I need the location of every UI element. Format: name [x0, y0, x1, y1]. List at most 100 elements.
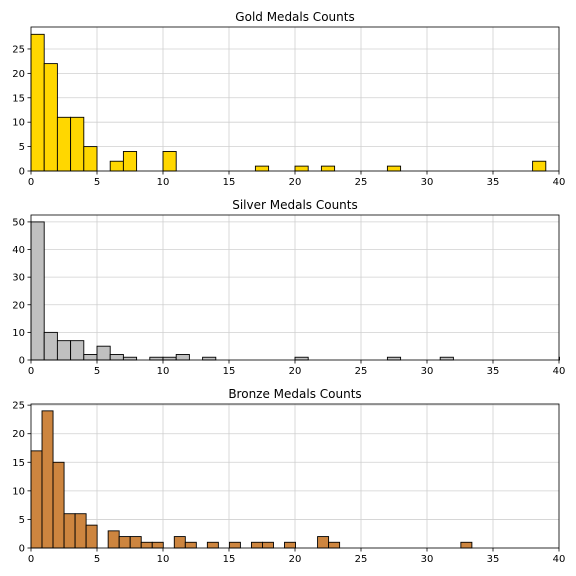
bronze-ytick-label-15: 15 — [12, 458, 25, 469]
bronze-xtick-label-0: 0 — [28, 554, 34, 565]
bronze-bar-8 — [129, 536, 142, 549]
bronze-bar-19 — [328, 541, 341, 549]
silver-xtick-label-5: 5 — [94, 366, 100, 377]
silver-xtick-label-35: 35 — [487, 366, 500, 377]
bronze-ytick-label-20: 20 — [12, 429, 25, 440]
bronze-ticks: 0 5 10 15 20 25 30 35 40 0 5 10 15 20 25 — [12, 401, 565, 565]
bronze-bar-12 — [184, 541, 197, 549]
silver-ytick-label-20: 20 — [12, 300, 25, 311]
silver-gridlines — [30, 215, 560, 361]
silver-ticks: 0 5 10 15 20 25 30 35 40 0 10 20 30 40 50 — [12, 217, 565, 377]
gold-bar-12 — [532, 160, 547, 172]
bronze-ytick-label-5: 5 — [19, 515, 25, 526]
gold-ytick-label-0: 0 — [19, 167, 25, 178]
silver-bar-14 — [439, 356, 454, 361]
bronze-xtick-label-25: 25 — [355, 554, 368, 565]
silver-bar-6 — [109, 354, 124, 361]
silver-ytick-label-10: 10 — [12, 328, 25, 339]
bronze-ytick-label-25: 25 — [12, 401, 25, 412]
silver-bar-8 — [149, 356, 164, 361]
silver-histogram-panel: Silver Medals Counts 0 5 10 15 20 25 30 35 40 0 10… — [12, 198, 565, 377]
silver-bar-7 — [122, 356, 138, 361]
silver-ytick-label-40: 40 — [12, 245, 25, 256]
gold-xtick-label-0: 0 — [28, 177, 34, 188]
bronze-xtick-label-20: 20 — [289, 554, 302, 565]
bronze-chart-title: Bronze Medals Counts — [228, 387, 361, 401]
gold-xtick-label-40: 40 — [553, 177, 566, 188]
gold-xtick-label-5: 5 — [94, 177, 100, 188]
gold-ytick-label-25: 25 — [12, 44, 25, 55]
bronze-bar-13 — [206, 541, 219, 549]
gold-xtick-label-35: 35 — [487, 177, 500, 188]
bronze-xtick-label-10: 10 — [157, 554, 170, 565]
gold-bar-2 — [56, 116, 72, 172]
bronze-xtick-label-30: 30 — [421, 554, 434, 565]
silver-bar-9 — [162, 356, 177, 361]
bronze-bar-6 — [107, 530, 120, 549]
silver-bar-13 — [386, 356, 402, 361]
bronze-ytick-label-10: 10 — [12, 486, 25, 497]
gold-bar-11 — [386, 165, 402, 172]
gold-bar-5 — [109, 160, 124, 172]
bronze-bar-10 — [151, 541, 164, 549]
gold-xtick-label-30: 30 — [421, 177, 434, 188]
silver-bar-3 — [70, 340, 85, 361]
bronze-bar-0 — [30, 450, 43, 549]
bronze-ytick-label-0: 0 — [19, 544, 25, 555]
gold-chart-title: Gold Medals Counts — [235, 10, 354, 24]
silver-ytick-label-50: 50 — [12, 217, 25, 228]
silver-bar-11 — [202, 356, 217, 361]
bronze-bar-11 — [173, 536, 186, 549]
gold-xtick-label-25: 25 — [355, 177, 368, 188]
gold-bar-4 — [83, 146, 98, 172]
bronze-bar-17 — [284, 541, 296, 549]
gold-ytick-label-5: 5 — [19, 142, 25, 153]
silver-bar-2 — [56, 340, 72, 361]
silver-xtick-label-0: 0 — [28, 366, 34, 377]
gold-ytick-label-15: 15 — [12, 93, 25, 104]
bronze-xtick-label-35: 35 — [487, 554, 500, 565]
gold-ticks: 0 5 10 15 20 25 30 35 40 0 5 10 15 20 25 — [12, 44, 565, 188]
bronze-xtick-label-15: 15 — [223, 554, 236, 565]
gold-bar-6 — [122, 151, 138, 172]
bronze-xtick-label-5: 5 — [94, 554, 100, 565]
silver-xtick-label-20: 20 — [289, 366, 302, 377]
silver-bar-5 — [96, 345, 111, 361]
bronze-bar-7 — [118, 536, 131, 549]
silver-chart-title: Silver Medals Counts — [232, 198, 358, 212]
bronze-bar-2 — [52, 461, 65, 549]
bronze-bar-18 — [317, 536, 330, 549]
silver-ytick-label-0: 0 — [19, 356, 25, 367]
bronze-histogram-panel: Bronze Medals Counts 0 5 10 15 20 25 30 35 40 0 5 1… — [12, 387, 565, 565]
silver-xtick-label-40: 40 — [553, 366, 566, 377]
bronze-bar-9 — [140, 541, 153, 549]
bronze-bars — [30, 410, 473, 549]
silver-xtick-label-15: 15 — [223, 366, 236, 377]
gold-ytick-label-20: 20 — [12, 69, 25, 80]
silver-bar-1 — [43, 331, 58, 361]
gold-bars — [30, 33, 547, 172]
bronze-bar-1 — [41, 410, 54, 549]
gold-bar-10 — [320, 165, 336, 172]
gold-bar-9 — [294, 165, 309, 172]
gold-bar-8 — [254, 165, 270, 172]
gold-xtick-label-20: 20 — [289, 177, 302, 188]
silver-bar-0 — [30, 221, 45, 361]
silver-bar-10 — [175, 354, 190, 361]
silver-bar-4 — [83, 354, 98, 361]
silver-xtick-label-10: 10 — [157, 366, 170, 377]
bronze-bar-20 — [460, 541, 473, 549]
gold-ytick-label-10: 10 — [12, 118, 25, 129]
bronze-xtick-label-40: 40 — [553, 554, 566, 565]
silver-xtick-label-30: 30 — [421, 366, 434, 377]
bronze-bar-4 — [74, 513, 87, 549]
silver-ytick-label-30: 30 — [12, 273, 25, 284]
gold-bar-0 — [30, 33, 45, 172]
silver-bar-12 — [294, 356, 309, 361]
gold-bar-7 — [162, 151, 177, 172]
gold-xtick-label-10: 10 — [157, 177, 170, 188]
gold-bar-1 — [43, 63, 58, 172]
bronze-bar-5 — [85, 524, 98, 549]
bronze-bar-14 — [228, 541, 241, 549]
